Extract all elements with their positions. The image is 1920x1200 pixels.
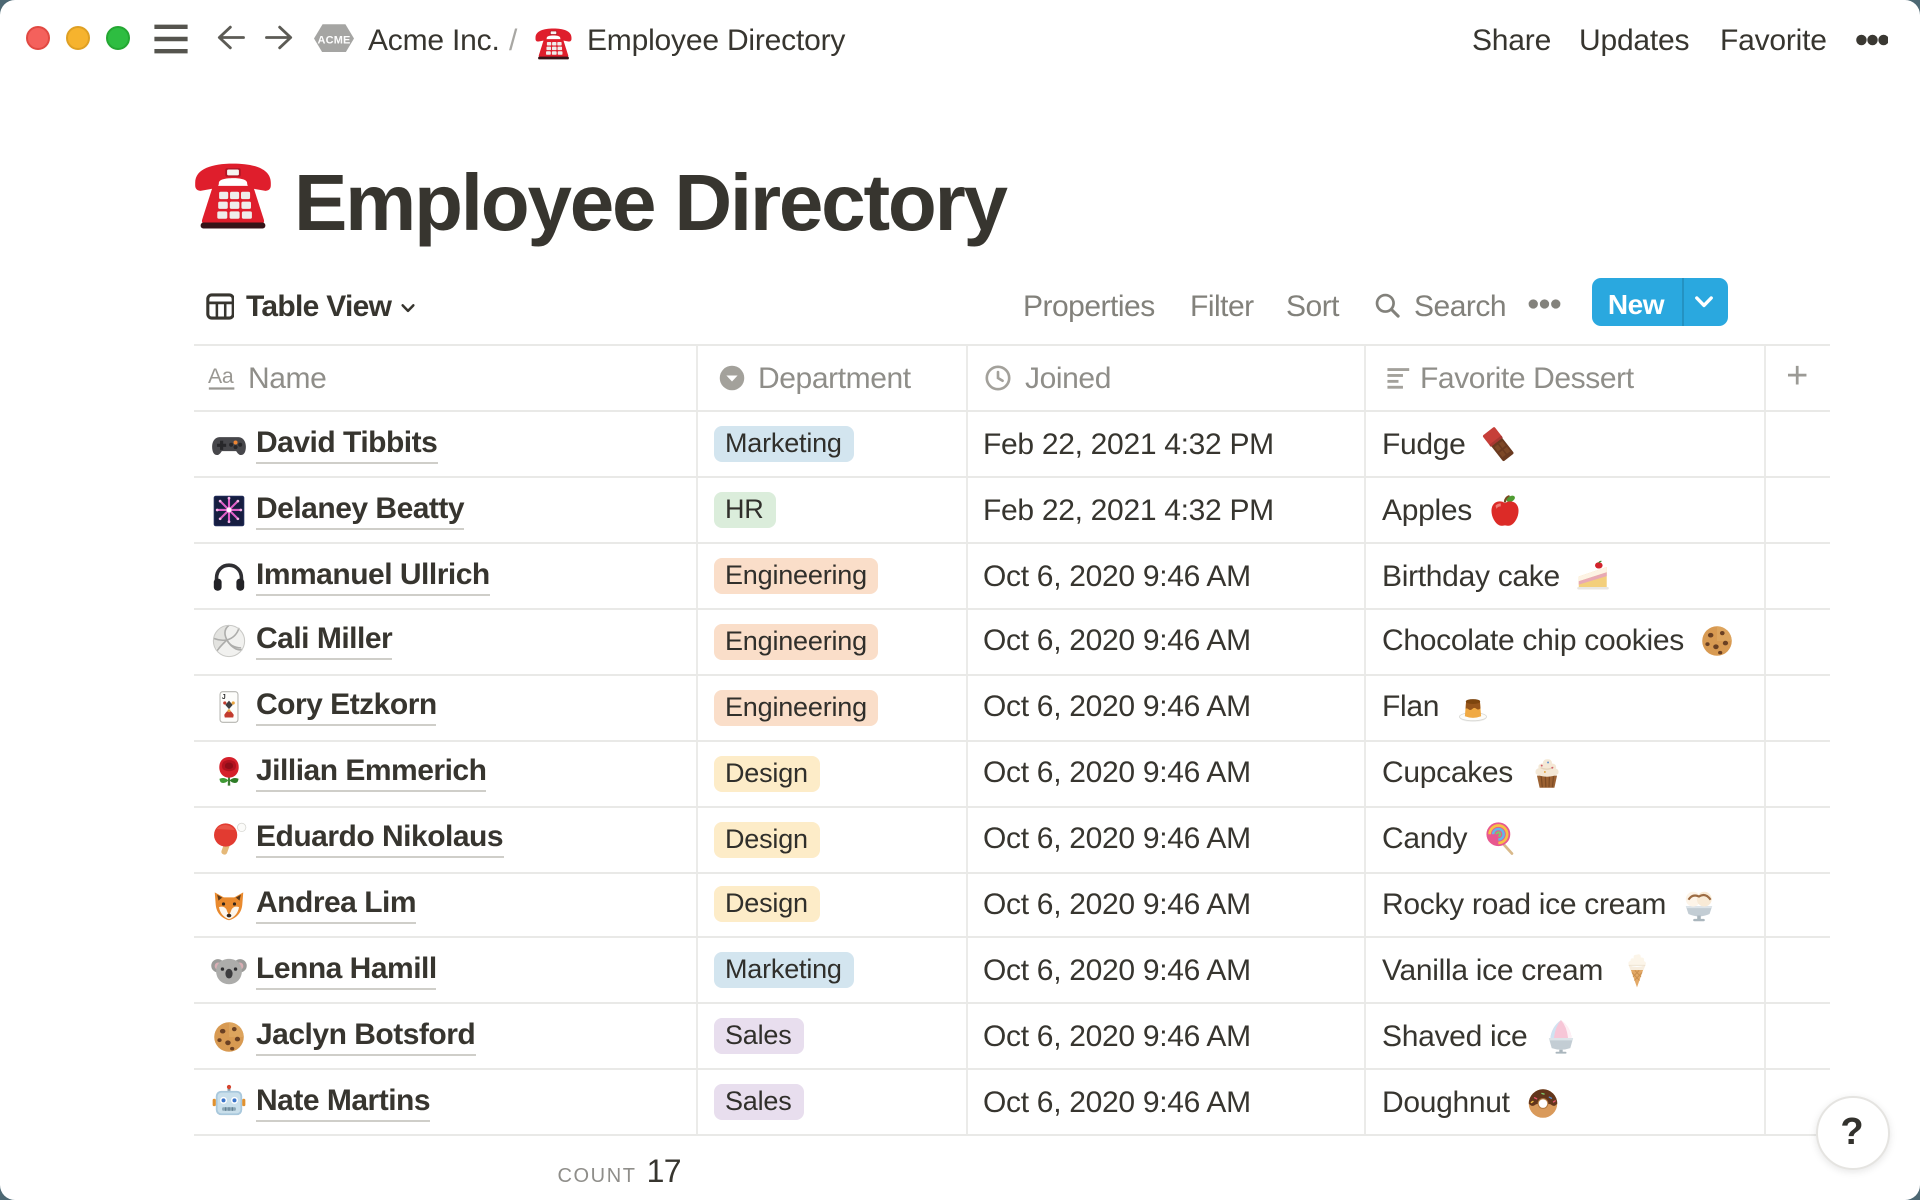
svg-text:ACME: ACME <box>318 34 351 46</box>
svg-text:Aa: Aa <box>207 365 233 389</box>
svg-text:J: J <box>221 695 225 702</box>
